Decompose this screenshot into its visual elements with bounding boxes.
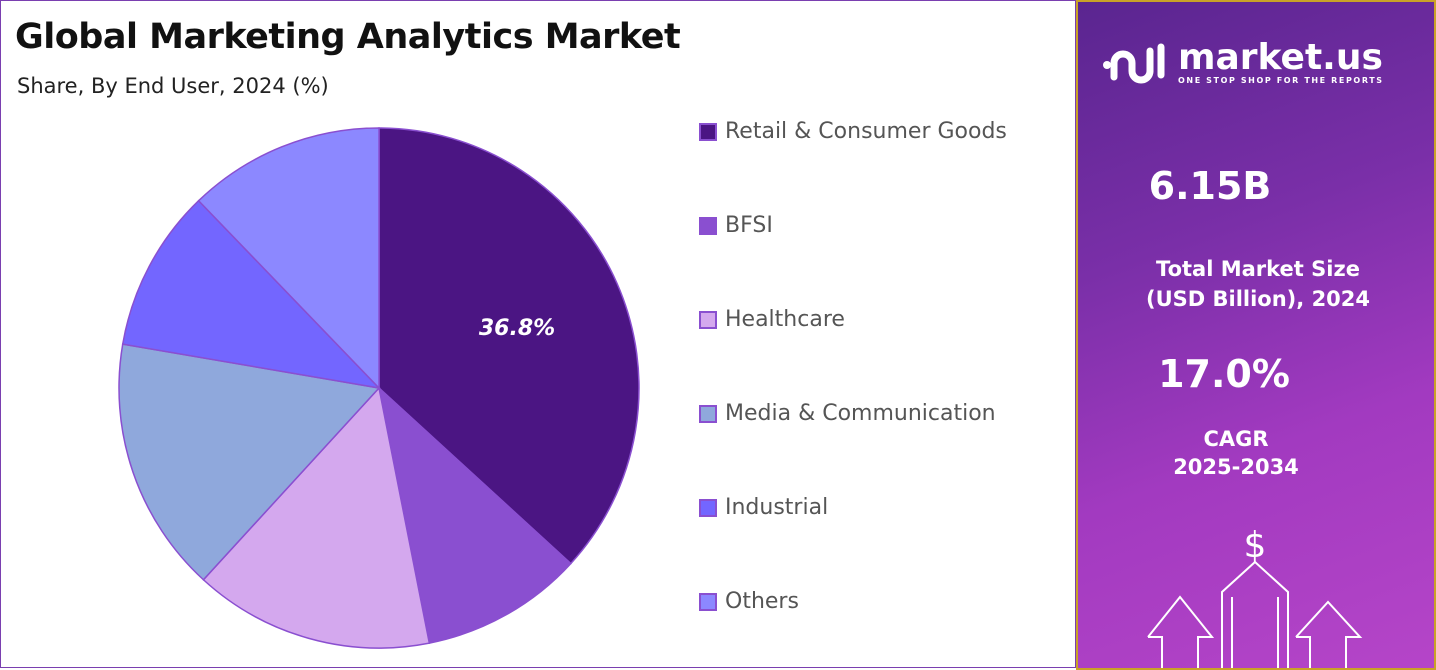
data-label: 36.8% — [479, 316, 555, 341]
legend-swatch — [699, 216, 717, 235]
chart-subtitle: Share, By End User, 2024 (%) — [17, 74, 329, 98]
pie-slice-retail-consumer-goods — [378, 127, 640, 565]
market-size-label-1: Total Market Size — [1156, 257, 1360, 281]
legend-swatch — [699, 592, 717, 611]
pie-slice-industrial — [121, 199, 382, 390]
cagr-label-1: CAGR — [1203, 427, 1269, 451]
brand-name: market.us — [1178, 37, 1383, 78]
chart-area: Global Marketing Analytics Market Share,… — [0, 0, 1076, 668]
legend-swatch — [699, 310, 717, 329]
pie-slice-healthcare — [202, 386, 431, 649]
legend-label: Media & Communication — [725, 401, 996, 426]
market-size-label-2: (USD Billion), 2024 — [1145, 287, 1371, 311]
market-us-logo-icon — [1103, 43, 1165, 83]
legend-item: BFSI — [699, 213, 773, 238]
pie-slice-bfsi — [377, 385, 572, 644]
legend-label: BFSI — [725, 213, 773, 238]
pie-chart: 36.8% — [118, 127, 640, 649]
chart-title: Global Marketing Analytics Market — [15, 17, 681, 57]
brand-logo: market.us ONE STOP SHOP FOR THE REPORTS — [1102, 40, 1384, 85]
cagr-label-2: 2025-2034 — [1173, 455, 1299, 479]
pie-slice-media-communication — [118, 343, 381, 581]
svg-text:$: $ — [1244, 525, 1267, 566]
summary-panel: market.us ONE STOP SHOP FOR THE REPORTS … — [1076, 0, 1436, 670]
legend-label: Industrial — [725, 495, 829, 520]
legend-item: Industrial — [699, 495, 828, 520]
growth-arrows-icon: $ — [1147, 525, 1363, 668]
legend-swatch — [699, 498, 717, 517]
legend-label: Others — [725, 589, 799, 614]
legend-item: Retail & Consumer Goods — [699, 119, 1007, 144]
legend-item: Media & Communication — [699, 401, 996, 426]
pie-slice-others — [197, 127, 380, 390]
cagr-value: 17.0% — [1158, 352, 1290, 396]
brand-tagline: ONE STOP SHOP FOR THE REPORTS — [1178, 76, 1384, 85]
legend-item: Healthcare — [699, 307, 845, 332]
legend-item: Others — [699, 589, 799, 614]
legend-swatch — [699, 122, 717, 141]
legend-label: Healthcare — [725, 307, 845, 332]
legend-label: Retail & Consumer Goods — [725, 119, 1007, 144]
market-size-value: 6.15B — [1148, 164, 1272, 208]
legend-swatch — [699, 404, 717, 423]
